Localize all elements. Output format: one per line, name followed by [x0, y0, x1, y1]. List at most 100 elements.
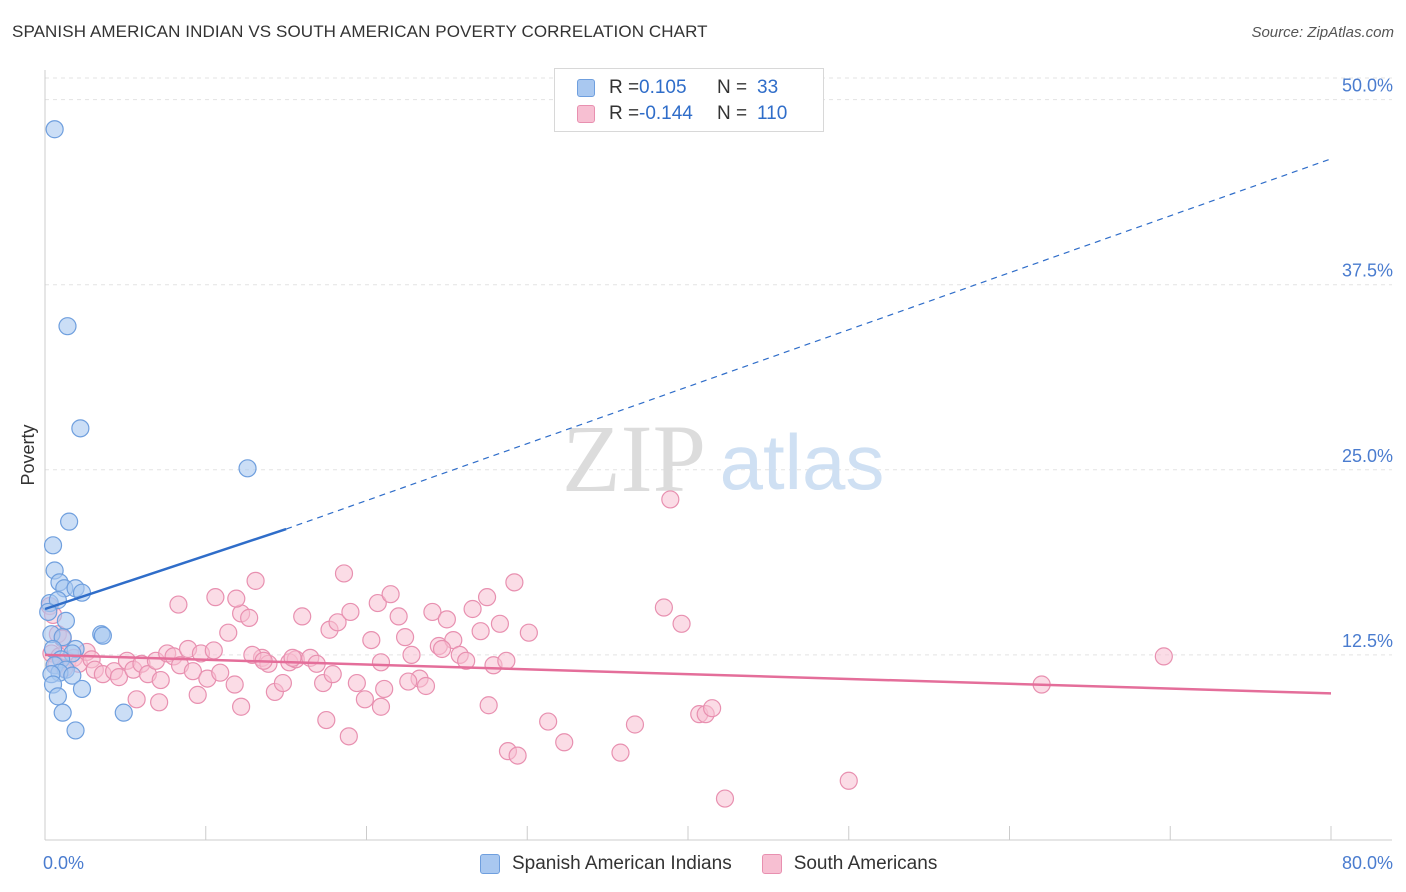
pink-trend-line — [44, 653, 1332, 695]
spanish-american-indians-point — [53, 628, 72, 647]
spanish-american-indians-point — [45, 120, 64, 139]
label-layer: 12.5% 25.0% 37.5% 50.0% 0.0% 80.0% Poverty — [18, 76, 1393, 873]
south-americans-point — [715, 789, 735, 808]
south-americans-point — [368, 593, 387, 613]
series-legend-label: South Americans — [793, 853, 938, 874]
south-americans-points — [40, 490, 1173, 808]
south-americans-point — [127, 690, 146, 709]
spanish-american-indians-point — [48, 687, 67, 706]
legend-r-label: R = — [609, 77, 640, 98]
south-americans-point — [457, 651, 476, 670]
south-americans-point — [477, 588, 497, 607]
south-americans-point — [347, 673, 366, 693]
legend-n-value: 110 — [757, 103, 788, 124]
legend-n-label: N = — [717, 103, 748, 124]
south-americans-point — [273, 673, 293, 693]
south-americans-point — [555, 733, 574, 752]
south-americans-point — [432, 639, 452, 659]
x-tick-label-min: 0.0% — [43, 853, 84, 873]
legend-r-value: -0.144 — [639, 103, 693, 124]
south-americans-point — [323, 665, 342, 684]
south-americans-point — [703, 699, 722, 718]
y-tick-label: 37.5% — [1342, 261, 1393, 281]
y-axis-label: Poverty — [18, 424, 38, 485]
south-americans-point — [1154, 647, 1173, 666]
south-americans-point — [437, 610, 456, 629]
south-americans-point — [317, 710, 336, 730]
south-americans-point — [169, 595, 188, 614]
watermark-zip: ZIP — [562, 405, 706, 512]
south-americans-point — [232, 697, 251, 716]
watermark-atlas: atlas — [720, 418, 885, 506]
south-americans-point — [150, 693, 169, 712]
blue-trend-line-dashed — [285, 158, 1332, 530]
legend-n-value: 33 — [757, 77, 779, 98]
south-americans-point — [497, 651, 516, 670]
spanish-american-indians-point — [53, 703, 72, 722]
legend-swatch-blue — [577, 79, 595, 97]
series-legend-item-spanish-american-indians[interactable]: Spanish American Indians — [480, 853, 732, 875]
series-legend-item-south-americans[interactable]: South Americans — [761, 853, 938, 875]
south-americans-point — [183, 662, 202, 681]
south-americans-point — [402, 645, 421, 665]
south-americans-point — [355, 690, 374, 709]
series-legend-label: Spanish American Indians — [512, 853, 732, 874]
grid-layer — [45, 77, 1392, 656]
south-americans-point — [625, 715, 645, 734]
south-americans-point — [371, 697, 391, 716]
spanish-american-indians-point — [60, 512, 79, 531]
south-americans-point — [206, 588, 225, 607]
south-americans-point — [109, 668, 129, 687]
series-legend-swatch-pink — [761, 854, 782, 874]
south-americans-point — [339, 727, 358, 746]
legend-r-value: 0.105 — [639, 77, 687, 98]
south-americans-point — [395, 628, 415, 647]
south-americans-point — [539, 712, 558, 731]
south-americans-point — [471, 622, 490, 641]
legend-row-spanish-american-indians: R = 0.105 N = 33 — [577, 77, 778, 99]
spanish-american-indians-point — [66, 721, 85, 740]
south-americans-point — [661, 490, 680, 509]
south-americans-point — [505, 573, 524, 592]
south-americans-point — [211, 663, 230, 682]
watermark: ZIP atlas — [562, 405, 884, 512]
spanish-american-indians-point — [114, 703, 133, 722]
spanish-american-indians-point — [56, 611, 75, 630]
spanish-american-indians-point — [71, 419, 90, 438]
spanish-american-indians-point — [63, 666, 82, 685]
south-americans-point — [839, 771, 858, 790]
y-tick-label: 50.0% — [1342, 76, 1393, 96]
legend-swatch-pink — [577, 105, 595, 123]
legend-r-label: R = — [609, 103, 640, 124]
axis-layer — [44, 70, 1392, 841]
south-americans-point — [416, 676, 436, 696]
trend-layer — [44, 158, 1332, 695]
y-tick-label: 12.5% — [1342, 631, 1393, 651]
south-americans-point — [519, 623, 538, 642]
south-americans-point — [381, 585, 400, 604]
south-americans-point — [479, 696, 498, 715]
x-tick-label-max: 80.0% — [1342, 853, 1393, 873]
spanish-american-indians-points — [39, 120, 257, 740]
south-americans-point — [611, 743, 630, 762]
legend-n-label: N = — [717, 77, 748, 98]
series-legend-swatch-blue — [480, 854, 500, 874]
south-americans-point — [240, 608, 259, 627]
south-americans-point — [672, 614, 691, 633]
south-americans-point — [341, 602, 360, 622]
south-americans-point — [293, 607, 312, 626]
south-americans-point — [334, 564, 354, 583]
y-tick-label: 25.0% — [1342, 446, 1393, 466]
south-americans-point — [328, 613, 347, 632]
south-americans-point — [389, 607, 408, 626]
south-americans-point — [654, 598, 673, 617]
south-americans-point — [463, 599, 482, 619]
south-americans-point — [371, 653, 391, 672]
south-americans-point — [225, 675, 244, 694]
south-americans-point — [508, 746, 527, 765]
spanish-american-indians-point — [58, 317, 77, 336]
series-legend: Spanish American Indians South Americans — [480, 852, 967, 876]
south-americans-point — [246, 571, 265, 590]
spanish-american-indians-point — [238, 459, 257, 478]
